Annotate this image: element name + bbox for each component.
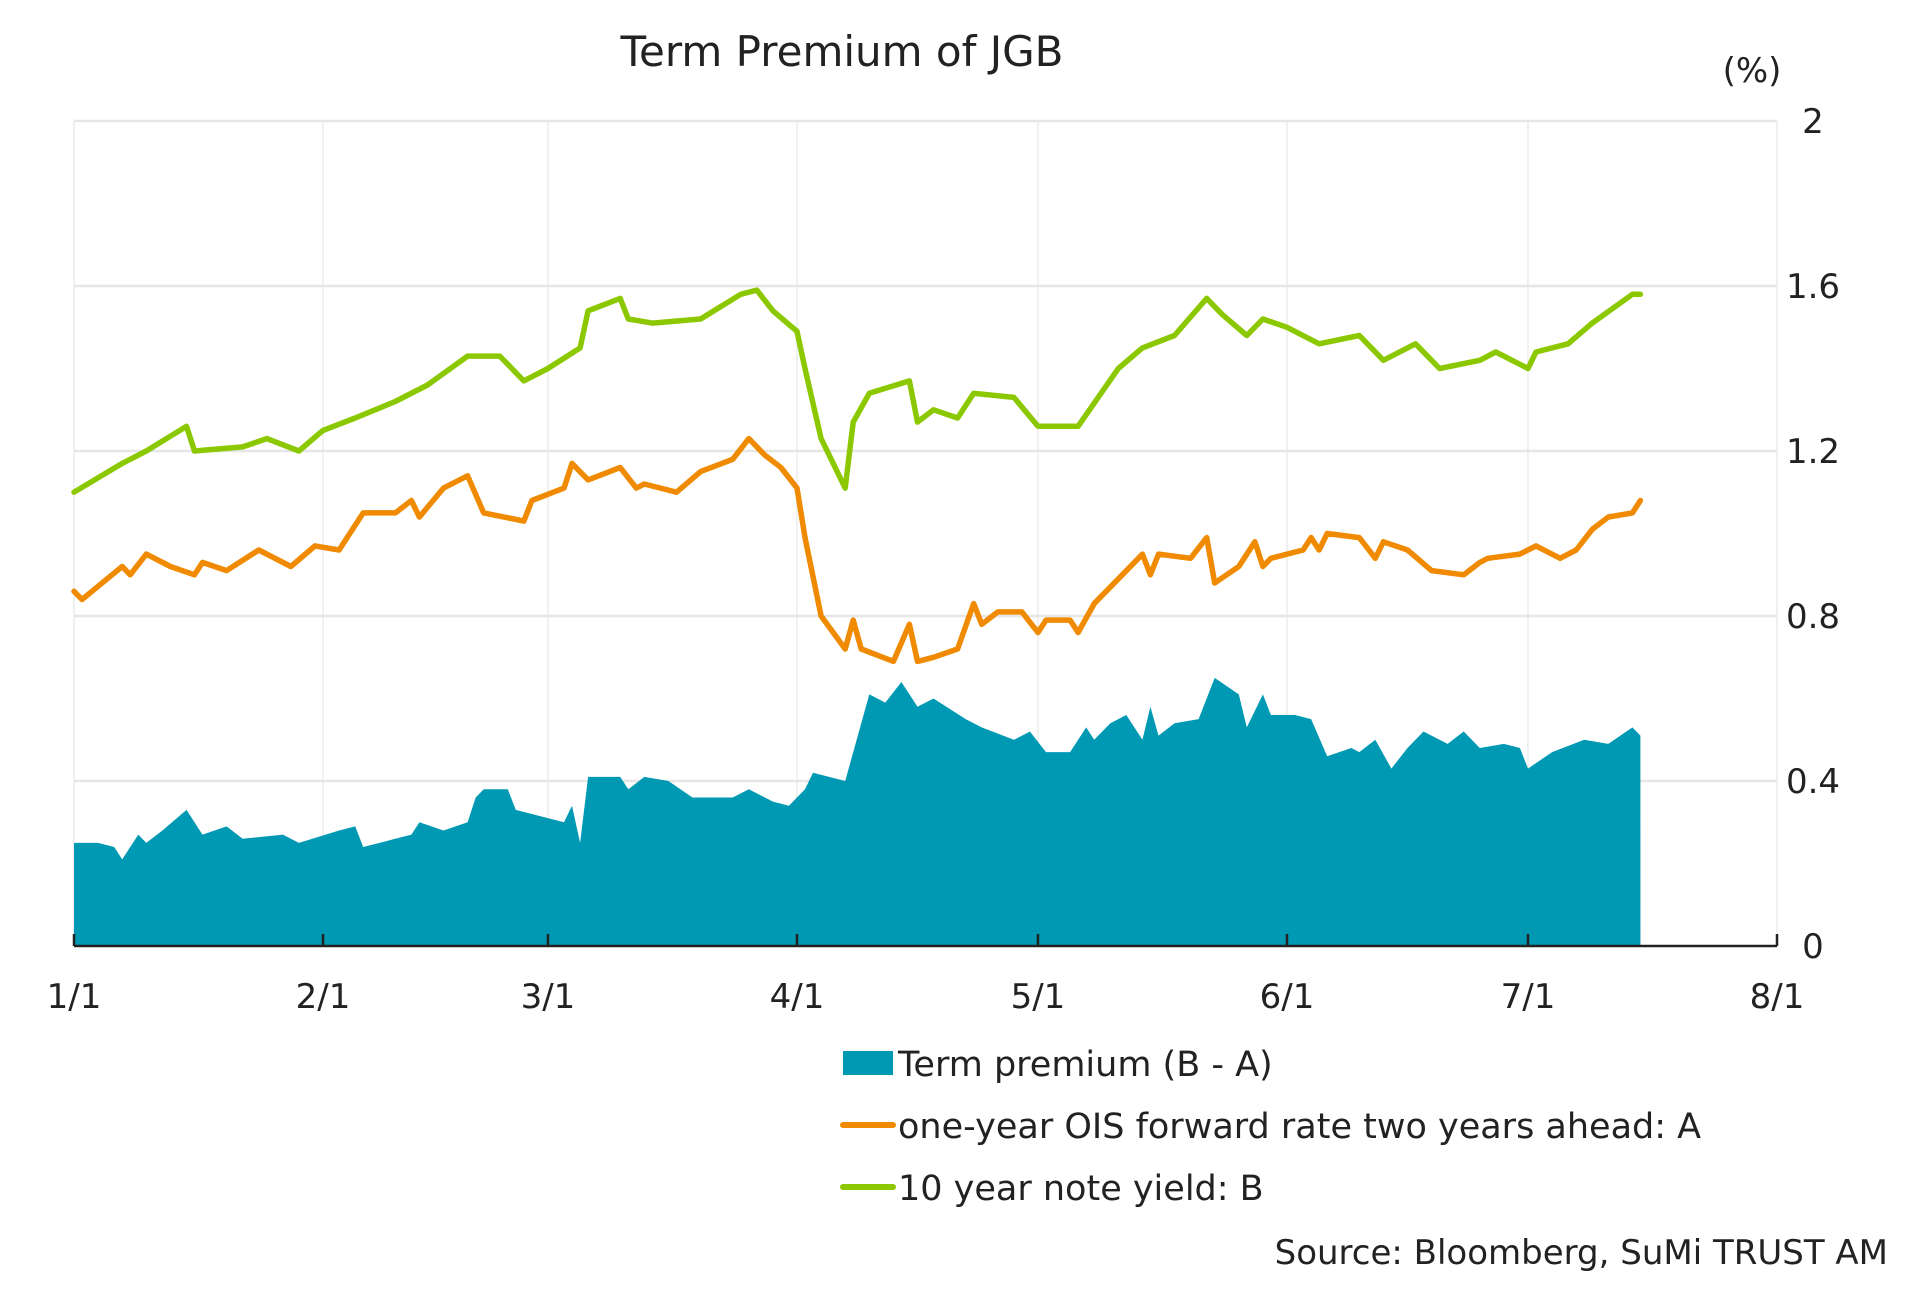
- x-tick-label: 4/1: [770, 977, 825, 1017]
- ten-year-yield-line: [71, 287, 1644, 495]
- y-tick-label: 2: [1802, 102, 1824, 142]
- series-layer: [71, 287, 1644, 946]
- x-tick-label: 5/1: [1011, 977, 1066, 1017]
- y-tick-label: 0.4: [1786, 762, 1840, 802]
- legend: Term premium (B - A) one-year OIS forward…: [840, 1045, 1701, 1209]
- y-tick-label: 1.6: [1786, 267, 1840, 307]
- y-tick-label: 0.8: [1786, 597, 1840, 637]
- y-tick-label: 0: [1802, 927, 1824, 967]
- x-tick-label: 7/1: [1501, 977, 1556, 1017]
- y-tick-labels: 0 0.4 0.8 1.2 1.6 2: [1786, 102, 1840, 967]
- x-tick-label: 1/1: [47, 977, 102, 1017]
- legend-swatch-term-premium: [843, 1051, 893, 1075]
- term-premium-area: [74, 677, 1641, 946]
- axes: [72, 934, 1779, 948]
- source-note: Source: Bloomberg, SuMi TRUST AM: [1275, 1233, 1888, 1273]
- x-tick-label: 2/1: [296, 977, 351, 1017]
- y-tick-label: 1.2: [1786, 432, 1840, 472]
- y-axis-unit-label: (%): [1723, 51, 1782, 91]
- x-tick-label: 6/1: [1260, 977, 1315, 1017]
- ois-forward-rate-line: [71, 435, 1644, 665]
- x-tick-labels: 1/1 2/1 3/1 4/1 5/1 6/1 7/1 8/1: [47, 977, 1805, 1017]
- legend-label: one-year OIS forward rate two years ahea…: [898, 1107, 1701, 1147]
- x-tick-label: 8/1: [1750, 977, 1805, 1017]
- x-tick-label: 3/1: [521, 977, 576, 1017]
- chart-title: Term Premium of JGB: [620, 27, 1064, 76]
- legend-label: Term premium (B - A): [897, 1045, 1273, 1085]
- legend-label: 10 year note yield: B: [898, 1169, 1264, 1209]
